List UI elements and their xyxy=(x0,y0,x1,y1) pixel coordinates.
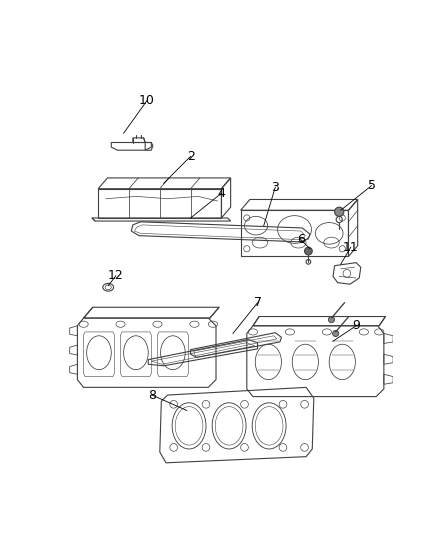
Text: 6: 6 xyxy=(297,233,305,246)
Text: 12: 12 xyxy=(108,269,124,282)
Ellipse shape xyxy=(332,330,339,336)
Text: 5: 5 xyxy=(367,179,375,192)
Ellipse shape xyxy=(304,247,312,255)
Text: 10: 10 xyxy=(139,94,155,108)
Ellipse shape xyxy=(328,317,335,322)
Text: 8: 8 xyxy=(148,389,156,401)
Text: 4: 4 xyxy=(217,187,225,200)
Text: 7: 7 xyxy=(254,296,261,309)
Text: 9: 9 xyxy=(352,319,360,332)
Text: 3: 3 xyxy=(272,181,279,193)
Ellipse shape xyxy=(335,207,344,216)
Text: 11: 11 xyxy=(343,241,359,254)
Text: 2: 2 xyxy=(187,150,194,163)
